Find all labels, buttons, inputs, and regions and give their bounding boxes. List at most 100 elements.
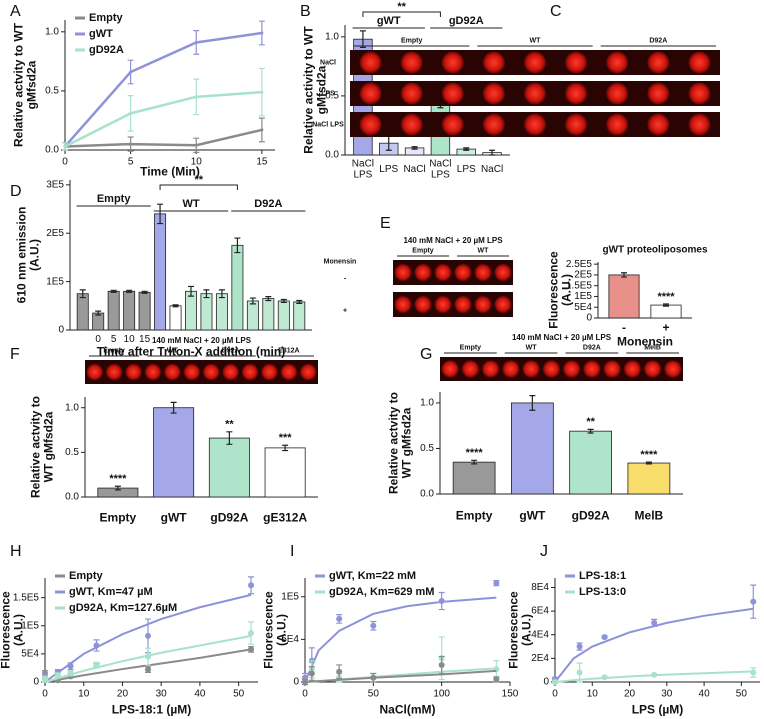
y-tick-label: 0.0 <box>45 145 59 156</box>
well <box>400 82 423 105</box>
y-tick-label: 1.5E5 <box>13 592 40 603</box>
x-tick-label: 150 <box>502 689 519 700</box>
gel-row-label: - <box>343 274 347 282</box>
well <box>222 363 239 381</box>
panel-label: A <box>10 3 21 20</box>
well <box>105 363 123 381</box>
data-point <box>260 90 264 94</box>
well <box>563 360 581 378</box>
data-point <box>302 679 308 685</box>
data-point <box>336 668 343 675</box>
error-bar <box>234 237 241 254</box>
well <box>183 363 201 381</box>
well <box>542 360 560 378</box>
error-bar <box>110 289 117 293</box>
group-label: WT <box>182 198 199 210</box>
significance: **** <box>657 291 675 303</box>
x-tick-label: 5 <box>128 157 134 168</box>
legend-label: gWT, Km=22 mM <box>329 570 416 582</box>
error-bar <box>95 310 102 316</box>
error-bar <box>226 431 233 445</box>
error-bar <box>663 303 669 307</box>
well <box>261 363 278 381</box>
x-tick-label: 20 <box>624 689 636 700</box>
error-bar <box>282 444 289 452</box>
error-bar <box>359 30 366 49</box>
group-label: gD92A <box>449 15 484 27</box>
well <box>647 82 670 105</box>
x-tick-label: 40 <box>699 689 711 700</box>
error-bar <box>218 289 225 299</box>
well <box>441 360 459 378</box>
well <box>441 51 464 74</box>
x-tick-label: NaCl LPS <box>429 158 452 180</box>
well <box>603 360 621 378</box>
significance: ** <box>225 419 234 431</box>
data-point <box>63 144 67 148</box>
x-tick-label: 15 <box>139 333 151 345</box>
error-bar <box>645 461 652 465</box>
x-tick-label: gWT <box>160 510 187 525</box>
data-point <box>370 622 377 629</box>
data-point <box>248 582 255 589</box>
y-axis-label: Fluorescence (A.U.) <box>506 591 533 669</box>
legend-label: gWT, Km=47 µM <box>69 586 153 598</box>
gel-title: 140 mM NaCl + 20 µM LPS <box>403 236 503 245</box>
error-bar <box>79 289 86 299</box>
error-bar <box>471 459 478 465</box>
x-tick-label: gE312A <box>263 510 308 525</box>
x-tick-label: 5 <box>110 333 117 345</box>
y-axis-label: Fluorescence (A.U.) <box>0 591 25 669</box>
y-tick-label: 1E5 <box>281 591 299 602</box>
x-axis-label: Time (Min) <box>140 164 200 179</box>
well <box>482 82 505 105</box>
x-tick-label: 100 <box>433 689 450 700</box>
bar <box>153 407 195 498</box>
well <box>482 113 505 136</box>
x-tick-label: 50 <box>736 689 748 700</box>
x-tick-label: gD92A <box>571 508 610 523</box>
bar <box>650 304 682 319</box>
well <box>461 360 479 378</box>
panel-label: J <box>540 543 548 560</box>
x-tick-label: gWT <box>519 508 546 523</box>
x-tick-label: 0 <box>62 157 68 168</box>
well <box>647 51 670 74</box>
well <box>434 264 452 281</box>
x-tick-label: 50 <box>233 689 245 700</box>
error-bar <box>203 289 210 299</box>
bar <box>200 293 213 331</box>
gel-strip <box>85 360 318 384</box>
y-tick-label: 8E4 <box>531 582 549 593</box>
x-tick-label: LPS <box>456 163 476 175</box>
well <box>414 264 432 281</box>
y-tick-label: 0.5 <box>325 91 339 102</box>
y-axis-label: Fluorescence (A.U.) <box>261 591 288 669</box>
panel-label: G <box>420 346 432 363</box>
y-tick-label: 4E4 <box>531 629 549 640</box>
y-tick-label: 0 <box>586 313 592 324</box>
x-tick-label: 30 <box>156 689 168 700</box>
y-tick-label: 5E4 <box>21 649 39 660</box>
fit-curve <box>554 670 754 683</box>
y-tick-label: 2E5 <box>46 228 64 239</box>
well <box>441 113 464 136</box>
well <box>565 113 588 136</box>
significance: **** <box>640 449 658 461</box>
legend-label: gWT <box>89 28 113 40</box>
gel-row-label: + <box>342 306 348 314</box>
bracket-label: ** <box>397 1 406 13</box>
bar <box>169 305 182 331</box>
data-point <box>576 643 583 650</box>
x-tick-label: 20 <box>117 689 129 700</box>
y-tick-label: 0.5 <box>45 86 59 97</box>
data-point <box>145 653 152 660</box>
gel-column-label: D92A <box>649 37 668 45</box>
well <box>359 51 382 74</box>
x-tick-label: 50 <box>368 689 380 700</box>
gel-column-label: E312A <box>278 347 300 355</box>
y-tick-label: 2.5E5 <box>566 259 593 270</box>
bar <box>215 293 228 331</box>
legend-label: Empty <box>69 570 104 582</box>
